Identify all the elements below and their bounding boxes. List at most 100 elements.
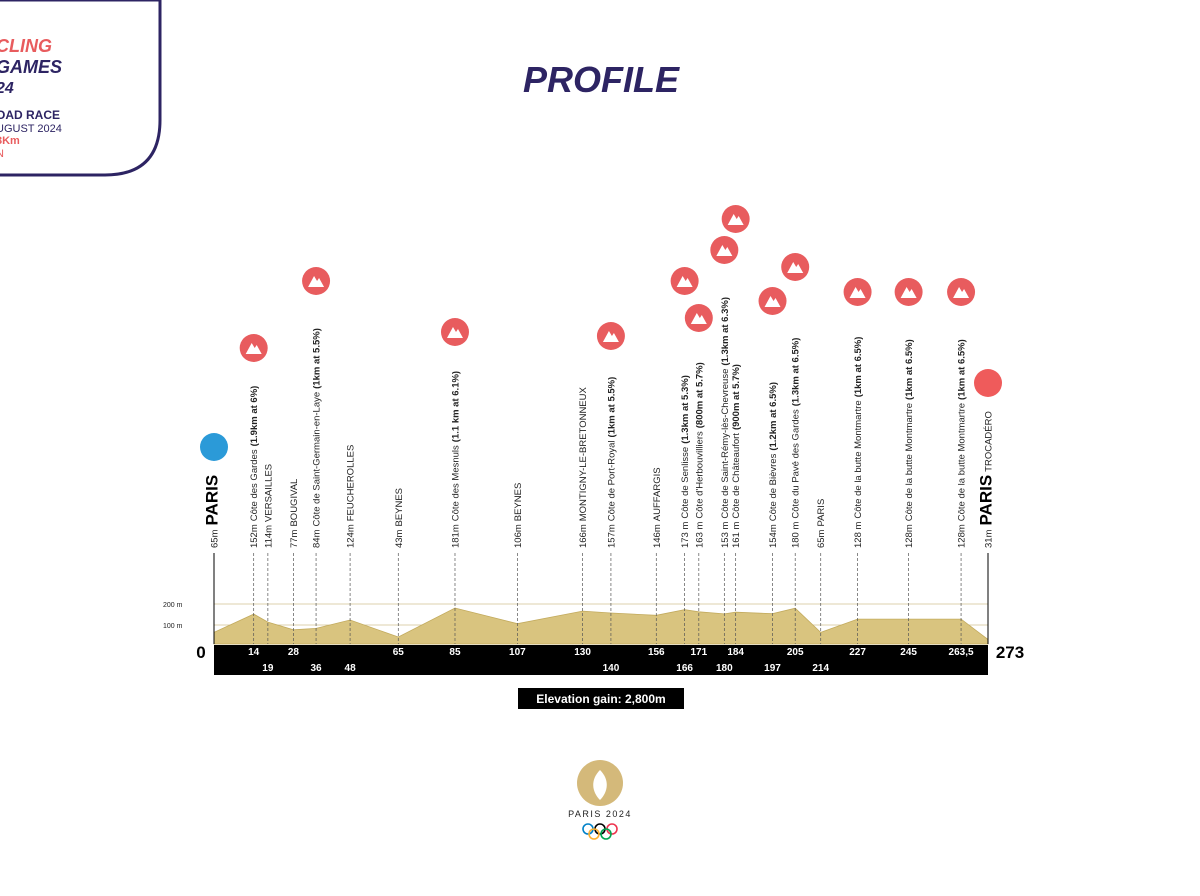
header-line: OAD RACE [0,108,60,122]
waypoint-name: Côte d'Herbouvilliers [694,431,705,519]
elevation-profile [213,607,989,645]
km-label: 14 [248,647,260,658]
climb-icon [670,267,699,295]
climb-detail: (1.9km at 6%) [249,386,260,447]
finish-marker [974,369,1002,397]
km-label: 214 [812,663,829,674]
header-line: GAMES [0,57,62,77]
waypoint-label: 154m Côte de Bièvres (1.2km at 6.5%) [768,382,779,548]
waypoint-label: 173 m Côte de Senlisse (1.3km at 5.3%) [680,375,691,548]
waypoint-name: Côte de Port-Royal [606,440,617,521]
logo: PARIS 2024 [568,760,632,840]
climb-icon [947,278,976,306]
waypoint-name: Côte de la butte Montmartre [853,400,864,518]
waypoint-name: Côte de la butte Montmartre [904,403,915,521]
climb-detail: (1km at 5.5%) [606,377,617,438]
km-label: 245 [900,647,917,658]
waypoint-label: 77m BOUGIVAL [289,479,300,548]
km-label: 227 [849,647,866,658]
waypoint-elevation: 128 m [853,522,864,548]
waypoint-name: Côte du Pavé des Gardes [791,409,802,519]
waypoint-elevation: 65m [816,529,827,548]
waypoint-name: AUFFARGIS [652,467,663,521]
waypoint-label: 181m Côte des Mesnuls (1.1 km at 6.1%) [450,371,461,548]
waypoint-name: Côte de Bièvres [768,453,779,521]
waypoint-label: 124m FEUCHEROLLES [346,445,357,548]
waypoint-label: 84m Côte de Saint-Germain-en-Laye (1km at … [312,328,323,548]
header-line: 24 [0,80,14,97]
km-label-start: 0 [196,643,205,662]
climb-icon [781,253,810,281]
waypoint-elevation: 173 m [680,522,691,548]
km-label: 28 [288,647,300,658]
climb-icon [843,278,872,306]
waypoint-label: 146m AUFFARGIS [652,467,663,548]
waypoint-name: Côte de la butte Montmartre [957,403,968,521]
waypoint-elevation: 180 m [791,522,802,548]
waypoint-elevation: 43m [394,529,405,548]
logo-flame [593,770,607,800]
climb-detail: (1km at 6.5%) [957,339,968,400]
waypoint-elevation: 153 m [720,522,731,548]
km-label: 65 [393,647,405,658]
climb-icon-mountain [690,313,707,324]
climb-detail: (900m at 5.7%) [731,364,742,430]
waypoint-name: Côte des Mesnuls [450,445,461,521]
km-label: 171 [690,647,707,658]
waypoint-name: BEYNES [394,488,405,527]
waypoint-elevation: 157m [606,524,617,548]
climb-icon [710,236,739,264]
waypoint-elevation: 31m [984,529,995,548]
waypoint-name: Côte de Senlisse [680,447,691,519]
waypoint-elevation: 154m [768,524,779,548]
header-line: CLING [0,36,52,56]
climb-icon-mountain [676,276,693,287]
waypoint-name: VERSAILLES [263,464,274,522]
header-line: UGUST 2024 [0,123,62,135]
km-bar [214,645,988,675]
km-label: 205 [787,647,804,658]
waypoint-label: 128m Côte de la butte Montmartre (1km at 6… [957,339,968,548]
climb-detail: (1.3km at 5.3%) [680,375,691,444]
km-label: 85 [449,647,461,658]
climb-detail: (1.2km at 6.5%) [768,382,779,451]
climb-detail: (1.1 km at 6.1%) [450,371,461,442]
olympic-rings [582,823,618,840]
waypoint-subname: TROCADÉRO [984,411,995,472]
logo-text: PARIS 2024 [568,809,632,819]
climb-icon-mountain [602,331,619,342]
waypoint-label: 161 m Côte de Châteaufort (900m at 5.7%) [731,364,742,548]
waypoint-name: Côte de Saint-Rémy-lès-Chevreuse [720,369,731,519]
waypoint-name: Côte de Châteaufort [731,433,742,519]
waypoint-elevation: 163 m [694,522,705,548]
chart-title: PROFILE [523,59,680,100]
waypoint-label: 31m PARIS TROCADÉRO [977,411,996,548]
km-label: 180 [716,663,733,674]
climb-icon [596,322,625,350]
waypoint-label: 65m PARIS [203,475,222,548]
climb-icon-mountain [245,343,262,354]
waypoint-elevation: 128m [957,524,968,548]
waypoint-elevation: 84m [312,529,323,548]
header-line: N [0,148,4,160]
header-line: 3Km [0,135,20,147]
km-label: 130 [574,647,591,658]
waypoint-label: 43m BEYNES [394,488,405,548]
climb-icon [721,205,750,233]
waypoint-elevation: 152m [249,524,260,548]
waypoint-label: 152m Côte des Gardes (1.9km at 6%) [249,386,260,548]
climb-icon [440,318,469,346]
climb-icon [894,278,923,306]
footer-box [518,688,684,709]
climb-icon-mountain [764,296,781,307]
waypoint-label: 128 m Côte de la butte Montmartre (1km at … [853,337,864,548]
elevation-gain: Elevation gain: 2,800m [536,692,665,706]
km-label-finish: 273 [996,643,1024,662]
waypoint-label: 114m VERSAILLES [263,464,274,548]
y-tick-label: 100 m [163,623,183,630]
climb-icon-mountain [849,287,866,298]
waypoint-label: 166m MONTIGNY-LE-BRETONNEUX [578,386,589,548]
start-marker [200,433,228,461]
km-label: 48 [345,663,357,674]
km-label: 156 [648,647,665,658]
